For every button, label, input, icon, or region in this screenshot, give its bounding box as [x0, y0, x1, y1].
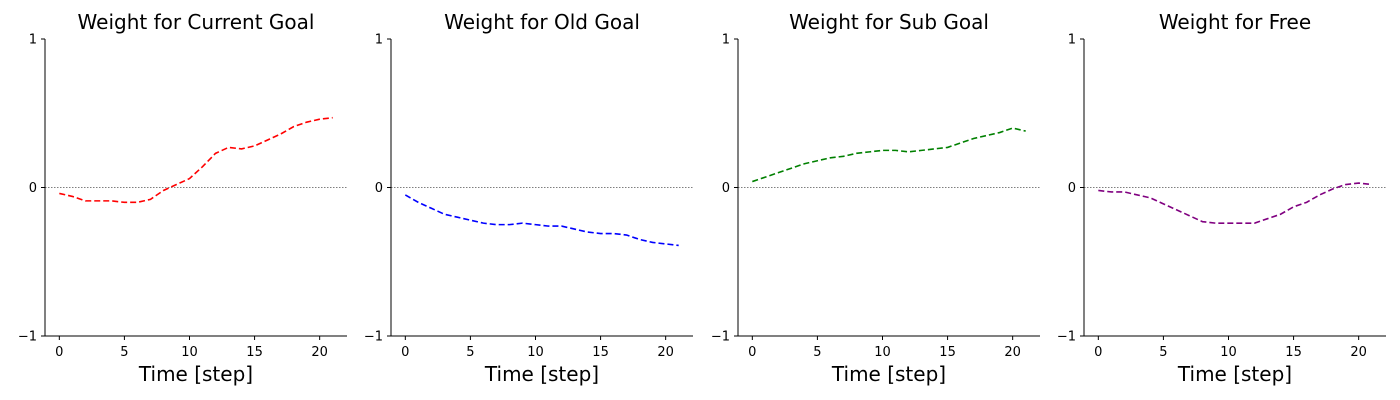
y-tick-label: 1	[29, 33, 37, 48]
y-tick-label: −1	[1057, 330, 1076, 345]
y-tick-label: 0	[29, 181, 37, 196]
y-tick-label: 0	[375, 181, 383, 196]
x-axis-label: Time [step]	[831, 362, 946, 386]
y-tick-label: 1	[375, 33, 383, 48]
x-tick-label: 5	[120, 345, 128, 360]
series-line	[752, 127, 1026, 183]
x-tick-label: 5	[466, 345, 474, 360]
x-tick-label: 10	[1220, 345, 1237, 360]
x-tick-label: 10	[874, 345, 891, 360]
series-line	[59, 116, 333, 204]
chart-title: Weight for Old Goal	[444, 10, 640, 34]
chart-title: Weight for Sub Goal	[789, 10, 989, 34]
y-tick-label: 0	[1068, 181, 1076, 196]
x-tick-label: 0	[1094, 345, 1102, 360]
x-tick-label: 10	[527, 345, 544, 360]
x-tick-label: 0	[748, 345, 756, 360]
y-tick-label: 1	[722, 33, 730, 48]
y-tick-label: −1	[18, 330, 37, 345]
x-axis-label: Time [step]	[484, 362, 599, 386]
x-tick-label: 15	[246, 345, 263, 360]
x-tick-label: 15	[592, 345, 609, 360]
x-tick-label: 15	[939, 345, 956, 360]
y-tick-label: 0	[722, 181, 730, 196]
x-tick-label: 5	[1159, 345, 1167, 360]
x-axis-label: Time [step]	[1177, 362, 1292, 386]
x-tick-label: 20	[657, 345, 674, 360]
chart-title: Weight for Free	[1159, 10, 1311, 34]
x-tick-label: 0	[401, 345, 409, 360]
x-tick-label: 20	[311, 345, 328, 360]
x-axis-label: Time [step]	[138, 362, 253, 386]
x-tick-label: 20	[1350, 345, 1367, 360]
x-tick-label: 0	[55, 345, 63, 360]
y-tick-label: −1	[364, 330, 383, 345]
x-tick-label: 5	[813, 345, 821, 360]
chart-title: Weight for Current Goal	[78, 10, 315, 34]
series-line	[1098, 182, 1372, 224]
y-tick-label: −1	[711, 330, 730, 345]
x-tick-label: 15	[1285, 345, 1302, 360]
y-tick-label: 1	[1068, 33, 1076, 48]
x-tick-label: 20	[1004, 345, 1021, 360]
x-tick-label: 10	[181, 345, 198, 360]
series-line	[404, 194, 679, 247]
